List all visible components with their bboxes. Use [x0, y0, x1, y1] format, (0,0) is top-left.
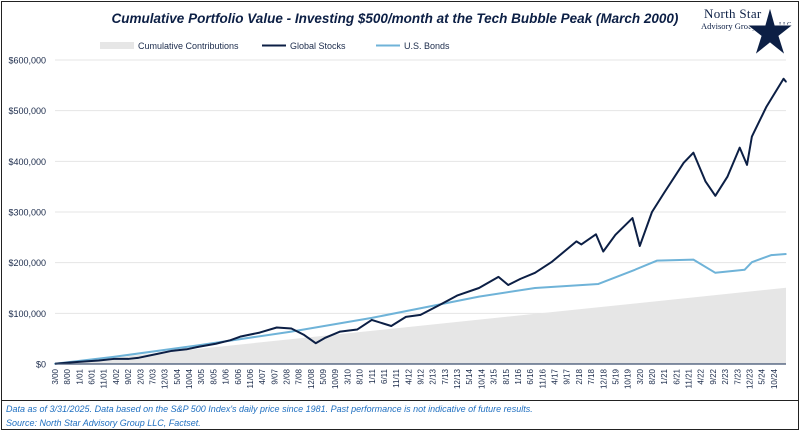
- x-tick-label: 1/21: [660, 368, 669, 384]
- data-point: [112, 356, 115, 358]
- data-point: [656, 259, 658, 262]
- x-tick-label: 2/03: [136, 368, 145, 384]
- x-tick-label: 5/09: [319, 368, 328, 384]
- x-tick-label: 9/07: [270, 368, 279, 384]
- x-tick-label: 9/02: [124, 368, 133, 384]
- x-tick-label: 4/02: [112, 368, 121, 384]
- x-tick-label: 10/14: [477, 368, 486, 389]
- series-line-global-stocks: [54, 77, 787, 365]
- x-tick-label: 3/00: [51, 368, 60, 384]
- data-point: [751, 261, 753, 263]
- x-tick-label: 5/04: [173, 368, 182, 384]
- y-tick-label: $100,000: [8, 309, 46, 319]
- footer-source: Source: North Star Advisory Group LLC, F…: [6, 418, 201, 428]
- x-tick-label: 1/16: [514, 368, 523, 384]
- data-point: [597, 283, 600, 285]
- x-tick-label: 4/22: [697, 368, 706, 384]
- x-tick-label: 7/18: [587, 368, 596, 384]
- x-tick-label: 9/22: [709, 368, 718, 384]
- x-tick-label: 8/00: [63, 368, 72, 384]
- y-tick-label: $400,000: [8, 157, 46, 167]
- x-tick-label: 2/23: [721, 368, 730, 384]
- legend-label: U.S. Bonds: [404, 41, 450, 51]
- x-tick-label: 6/16: [526, 368, 535, 384]
- y-tick-label: $300,000: [8, 208, 46, 218]
- legend-swatch-contributions: [100, 42, 134, 49]
- x-tick-label: 5/14: [465, 368, 474, 384]
- x-tick-label: 5/19: [611, 368, 620, 384]
- x-tick-label: 11/01: [100, 368, 109, 388]
- data-point: [743, 268, 746, 271]
- x-tick-label: 8/05: [209, 368, 218, 384]
- data-point: [370, 317, 373, 319]
- x-tick-label: 9/12: [417, 368, 426, 384]
- y-tick-label: $600,000: [8, 56, 46, 66]
- x-tick-label: 6/06: [234, 368, 243, 384]
- footer-note: Data as of 3/31/2025. Data based on the …: [6, 404, 533, 414]
- x-tick-label: 11/11: [392, 368, 401, 387]
- data-point: [290, 330, 293, 333]
- x-tick-label: 8/10: [356, 368, 365, 384]
- x-tick-label: 10/19: [624, 368, 633, 389]
- x-tick-label: 7/13: [441, 368, 450, 384]
- data-point: [714, 272, 717, 274]
- x-tick-label: 6/21: [672, 368, 681, 384]
- data-point: [634, 268, 636, 271]
- y-tick-label: $500,000: [8, 106, 46, 116]
- x-tick-label: 12/13: [453, 368, 462, 389]
- x-tick-label: 4/17: [551, 368, 560, 384]
- x-tick-label: 2/13: [429, 368, 438, 384]
- x-tick-label: 3/05: [197, 368, 206, 384]
- x-tick-label: 8/20: [648, 368, 657, 384]
- x-tick-label: 1/06: [222, 368, 231, 384]
- data-point: [419, 307, 422, 310]
- x-tick-label: 10/24: [770, 368, 779, 389]
- data-point: [534, 287, 536, 289]
- x-tick-label: 1/01: [75, 368, 84, 384]
- x-tick-label: 11/06: [246, 368, 255, 388]
- legend-label: Global Stocks: [290, 41, 346, 51]
- x-tick-label: 3/20: [636, 368, 645, 384]
- chart-svg: $0 $100,000 $200,000 $300,000 $400,000 $500,0…: [8, 41, 787, 389]
- x-tick-label: 10/09: [331, 368, 340, 389]
- x-tick-label: 10/04: [185, 368, 194, 389]
- x-tick-label: 3/10: [343, 368, 352, 384]
- series-area-contributions: [55, 287, 786, 364]
- x-tick-label: 12/23: [745, 368, 754, 389]
- data-point: [692, 258, 695, 261]
- x-tick-label: 7/23: [733, 368, 742, 384]
- x-tick-label: 3/15: [490, 368, 499, 384]
- legend-label: Cumulative Contributions: [138, 41, 239, 51]
- x-tick-label: 11/21: [685, 368, 694, 388]
- x-tick-label: 6/01: [88, 368, 97, 384]
- logo-line1: North Star: [704, 6, 762, 21]
- x-tick-label: 6/11: [380, 368, 389, 384]
- north-star-logo: North Star Advisory Group LLC: [696, 3, 796, 59]
- x-tick-label: 2/18: [575, 368, 584, 384]
- x-tick-label: 7/08: [295, 368, 304, 384]
- x-tick-label: 12/08: [307, 368, 316, 389]
- x-tick-label: 4/07: [258, 368, 267, 384]
- x-tick-label: 4/12: [404, 368, 413, 384]
- x-tick-label: 1/11: [368, 368, 377, 384]
- x-tick-label: 5/24: [758, 368, 767, 384]
- y-tick-label: $200,000: [8, 258, 46, 268]
- data-point: [478, 295, 480, 298]
- data-point: [770, 254, 773, 256]
- x-tick-label: 12/03: [161, 368, 170, 389]
- x-tick-label: 2/08: [282, 368, 291, 384]
- data-point: [785, 253, 787, 255]
- x-tick-label: 12/18: [599, 368, 608, 389]
- x-tick-label: 11/16: [538, 368, 547, 388]
- y-tick-label: $0: [36, 360, 46, 370]
- footer-divider: [1, 400, 799, 401]
- x-tick-label: 8/15: [502, 368, 511, 384]
- star-icon: [745, 5, 795, 57]
- chart-title: Cumulative Portfolio Value - Investing $…: [111, 11, 679, 26]
- x-tick-label: 7/03: [148, 368, 157, 384]
- data-point: [197, 344, 200, 347]
- logo-line2: Advisory Group: [701, 21, 757, 31]
- x-tick-label: 9/17: [563, 368, 572, 384]
